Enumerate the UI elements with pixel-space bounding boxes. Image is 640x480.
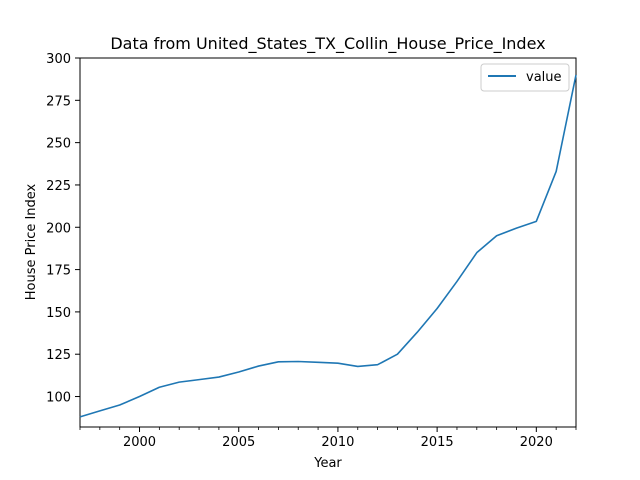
plot-area (79, 57, 577, 428)
y-tick-label: 175 (46, 264, 71, 279)
x-tick-label: 2015 (421, 435, 454, 450)
y-tick-label: 150 (46, 306, 71, 321)
y-axis-ticks: 100 125 150 175 200 225 250 275 300 (46, 52, 80, 406)
y-tick-label: 300 (46, 52, 71, 67)
y-tick-label: 100 (46, 391, 71, 406)
legend: value (480, 63, 570, 92)
x-tick-label: 2005 (222, 435, 255, 450)
x-tick-label: 2020 (520, 435, 553, 450)
x-tick-label: 2000 (123, 435, 156, 450)
legend-box (480, 63, 570, 92)
legend-label-value: value (526, 70, 562, 85)
series-layer (79, 74, 577, 418)
x-tick-label: 2010 (321, 435, 354, 450)
series-line-value (79, 74, 577, 418)
chart-title: Data from United_States_TX_Collin_House_… (110, 34, 545, 54)
y-tick-label: 250 (46, 137, 71, 152)
plot-frame (79, 57, 577, 428)
y-axis-label: House Price Index (24, 183, 39, 300)
y-tick-label: 225 (46, 179, 71, 194)
x-axis-ticks: 2000 2005 2010 2015 2020 (79, 427, 577, 450)
y-tick-label: 275 (46, 94, 71, 109)
y-tick-label: 125 (46, 348, 71, 363)
y-tick-label: 200 (46, 221, 71, 236)
x-axis-label: Year (313, 456, 342, 471)
